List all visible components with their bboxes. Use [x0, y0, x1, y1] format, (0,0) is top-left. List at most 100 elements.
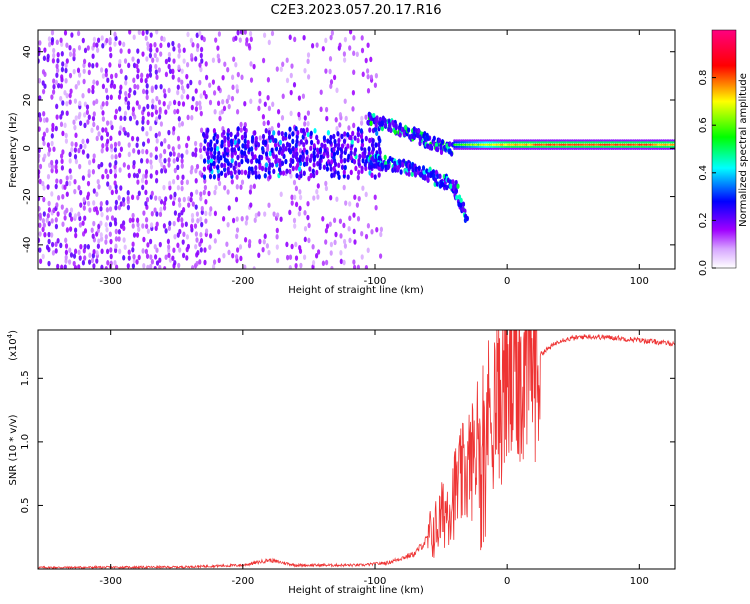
spectrogram-cell: [393, 129, 397, 135]
spectrogram-cell: [160, 161, 164, 168]
spectrogram-cell: [357, 169, 361, 176]
spectrogram-cell: [141, 248, 145, 254]
spectrogram-cell: [78, 111, 82, 118]
spectrogram-cell: [645, 145, 648, 148]
svg-text:(x104): (x104): [6, 330, 19, 361]
spectrogram-cell: [603, 143, 606, 146]
spectrogram-cell: [177, 116, 181, 122]
spectrogram-cell: [274, 158, 278, 165]
spectrogram-cell: [206, 146, 211, 152]
spectrogram-cell: [329, 134, 333, 141]
spectrogram-cell: [310, 153, 314, 159]
spectrogram-cell: [221, 74, 225, 81]
spectrogram-cell: [189, 37, 193, 44]
spectrogram-cell: [245, 37, 249, 43]
spectrogram-cell: [530, 141, 534, 144]
spectrogram-cell: [235, 174, 239, 180]
spectrogram-cell: [266, 120, 270, 126]
spectrogram-cell: [213, 210, 217, 217]
spectrogram-cell: [198, 259, 202, 265]
spectrogram-cell: [124, 75, 128, 81]
spectrogram-cell: [651, 145, 654, 148]
spectrogram-cell: [305, 127, 309, 133]
spectrogram-cell: [254, 135, 258, 142]
spectrogram-cell: [144, 169, 149, 175]
spectrogram-cell: [257, 105, 261, 112]
spectrogram-cell: [108, 221, 113, 228]
spectrogram-cell: [536, 143, 539, 146]
spectrogram-cell: [348, 215, 352, 222]
spectrogram-cell: [60, 153, 64, 159]
spectrogram-cell: [96, 243, 100, 249]
spectrogram-cell: [137, 226, 141, 233]
spectrogram-cell: [135, 172, 139, 179]
spectrogram-cell: [353, 147, 358, 153]
spectrogram-cell: [316, 160, 320, 167]
spectrogram-cell: [160, 168, 164, 174]
spectrogram-cell: [199, 110, 203, 117]
spectrogram-cell: [39, 258, 43, 264]
spectrogram-cell: [173, 259, 177, 266]
spectrogram-cell: [204, 218, 208, 224]
spectrogram-cell: [74, 227, 78, 233]
spectrogram-cell: [145, 217, 149, 223]
spectrogram-cell: [208, 99, 213, 106]
spectrogram-cell: [510, 143, 513, 146]
spectrogram-cell: [68, 168, 72, 174]
spectrogram-cell: [142, 236, 146, 243]
spectrogram-cell: [401, 162, 405, 168]
spectrogram-cell: [164, 228, 168, 234]
spectrogram-cell: [290, 243, 294, 250]
spectrogram-cell: [634, 145, 637, 148]
spectrogram-cell: [367, 146, 371, 152]
spectrogram-cell: [280, 160, 285, 167]
spectrogram-cell: [105, 131, 110, 138]
spectrogram-cell: [340, 143, 345, 149]
spectrogram-cell: [266, 77, 270, 83]
spectrogram-cell: [144, 179, 148, 185]
spectrogram-cell: [333, 239, 337, 246]
spectrogram-cell: [253, 169, 258, 176]
spectrogram-cell: [167, 252, 171, 259]
spectrogram-cell: [38, 112, 42, 118]
spectrogram-cell: [226, 166, 230, 173]
snr-x-tick-label: 0: [504, 576, 510, 587]
spectrogram-cell: [316, 194, 320, 200]
spectrogram-cell: [105, 226, 109, 233]
spectrogram-cell: [122, 225, 126, 232]
spectrogram-cell: [231, 84, 235, 91]
spectrogram-cell: [455, 141, 458, 144]
spectrogram-cell: [349, 155, 353, 161]
spectrogram-cell: [632, 143, 635, 146]
spectrogram-cell: [117, 236, 121, 242]
spectrogram-cell: [562, 141, 565, 144]
spectrogram-cell: [177, 53, 181, 59]
spectrogram-cell: [112, 83, 117, 90]
spectrogram-cell: [499, 143, 502, 146]
spectrogram-cell: [423, 135, 427, 142]
spectrogram-cell: [194, 243, 198, 250]
spectrogram-cell: [542, 145, 545, 148]
spectrogram-cell: [289, 72, 293, 79]
spectrogram-cell: [373, 194, 377, 200]
spectrogram-cell: [366, 68, 370, 74]
spectrogram-cell: [250, 166, 254, 172]
spectrogram-cell: [366, 119, 370, 126]
spectrogram-cell: [167, 63, 171, 70]
spectrogram-cell: [79, 243, 83, 250]
spectrogram-cell: [543, 141, 547, 144]
spectrogram-cell: [101, 116, 105, 122]
spectrogram-cell: [213, 149, 217, 156]
spectrogram-cell: [146, 103, 150, 110]
spectrogram-cell: [122, 162, 126, 168]
spectrogram-cell: [177, 100, 181, 107]
spectrogram-cell: [562, 143, 565, 146]
spectrogram-cell: [237, 138, 241, 145]
spectrogram-cell: [361, 185, 365, 191]
spectrogram-cell: [254, 165, 258, 171]
spectrogram-cell: [256, 141, 261, 148]
spectrogram-cell: [532, 141, 536, 144]
spectrogram-cell: [199, 191, 203, 197]
spectrogram-cell: [545, 141, 548, 144]
spectrogram-cell: [288, 168, 292, 175]
